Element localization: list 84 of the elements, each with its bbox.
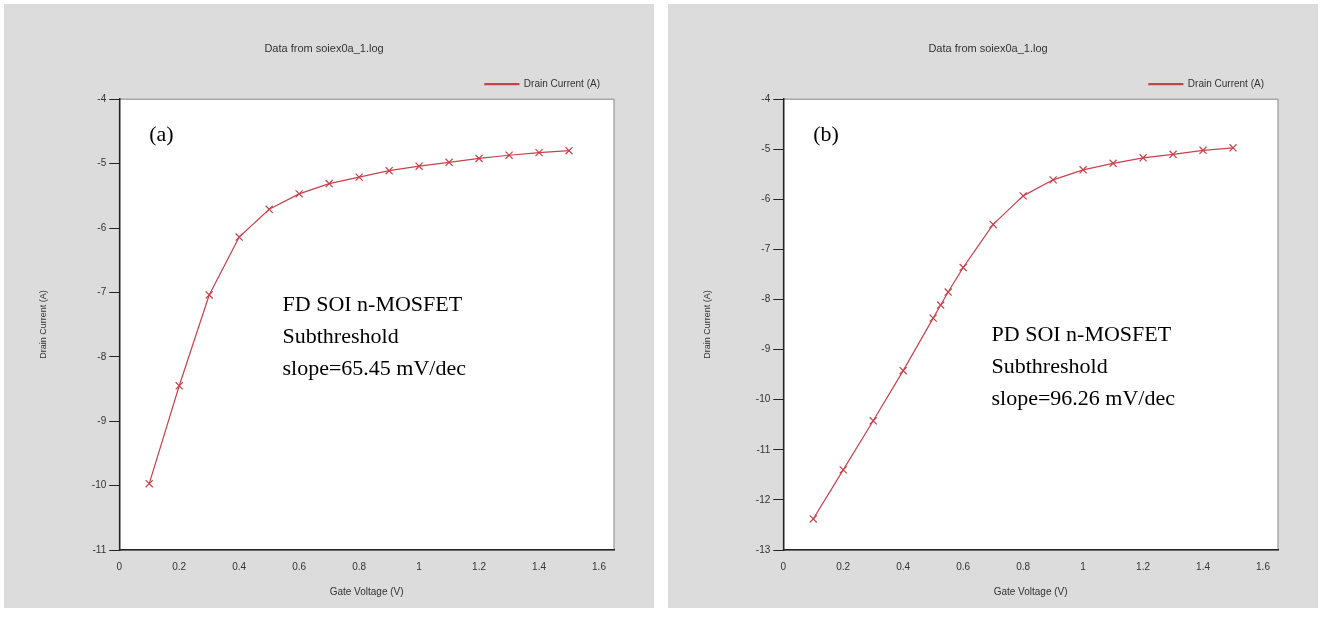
point — [355, 172, 364, 182]
y-tick-label: -12 — [755, 493, 771, 505]
point — [899, 366, 908, 375]
point — [959, 263, 968, 272]
y-tick-label: -11 — [756, 443, 771, 455]
x-tick-label: 1.4 — [1196, 560, 1211, 572]
y-tick-label: -8 — [761, 293, 771, 305]
x-tick-label: 0.2 — [836, 560, 851, 572]
x-tick-label: 0.4 — [232, 560, 247, 572]
point — [1048, 175, 1058, 184]
point — [839, 465, 848, 474]
x-tick-label: 0 — [116, 560, 123, 572]
x-tick-label: 0.2 — [172, 560, 187, 572]
y-tick-label: -5 — [97, 157, 107, 169]
annotation: Subthreshold — [991, 353, 1108, 379]
annotation: PD SOI n-MOSFET — [991, 321, 1172, 347]
point — [504, 151, 514, 160]
point — [1138, 153, 1148, 162]
annotation: slope=96.26 mV/dec — [991, 385, 1176, 411]
y-tick-label: -10 — [755, 393, 771, 405]
x-tick-label: 1 — [1080, 560, 1087, 572]
x-tick-label: 1.2 — [1136, 560, 1151, 572]
x-tick-label: 1 — [416, 560, 423, 572]
point — [265, 205, 274, 214]
x-axis-title: Gate Voltage (V) — [993, 585, 1068, 597]
point — [564, 146, 574, 155]
point — [1078, 165, 1088, 174]
annotation: FD SOI n-MOSFET — [282, 291, 463, 317]
point — [869, 416, 878, 425]
chart-title: Data from soiex0a_1.log — [928, 41, 1048, 54]
y-tick-label: -5 — [761, 143, 771, 155]
point — [444, 158, 454, 167]
point — [534, 148, 544, 157]
point — [1228, 143, 1238, 152]
point — [474, 154, 484, 163]
x-tick-label: 1.6 — [1256, 560, 1271, 572]
chart-title: Data from soiex0a_1.log — [264, 41, 384, 54]
point — [1168, 150, 1178, 159]
x-tick-label: 0.6 — [956, 560, 971, 572]
y-tick-label: -11 — [92, 543, 107, 555]
x-tick-label: 0.8 — [1016, 560, 1031, 572]
legend-label: Drain Current (A) — [1187, 77, 1265, 89]
point — [1108, 159, 1118, 168]
point — [235, 232, 244, 242]
x-axis-title: Gate Voltage (V) — [329, 585, 404, 597]
y-axis-title: Drain Current (A) — [37, 290, 48, 359]
y-tick-label: -9 — [97, 414, 107, 426]
annotation: (b) — [813, 121, 839, 147]
x-tick-label: 1.4 — [532, 560, 547, 572]
y-tick-label: -4 — [97, 92, 107, 104]
annotation: Subthreshold — [282, 323, 399, 349]
y-tick-label: -9 — [761, 343, 771, 355]
y-tick-label: -10 — [91, 479, 107, 491]
point — [384, 166, 394, 175]
point — [944, 287, 953, 297]
x-tick-label: 0.4 — [896, 560, 911, 572]
point — [295, 189, 304, 198]
y-tick-label: -7 — [97, 286, 107, 298]
x-tick-label: 0 — [780, 560, 787, 572]
annotation: slope=65.45 mV/dec — [282, 355, 467, 381]
x-tick-label: 0.6 — [292, 560, 307, 572]
y-tick-label: -13 — [755, 543, 771, 555]
point — [1198, 146, 1208, 155]
point — [929, 313, 938, 323]
y-tick-label: -6 — [97, 221, 107, 233]
x-tick-label: 1.2 — [472, 560, 487, 572]
annotation: (a) — [149, 121, 174, 147]
point — [175, 381, 184, 390]
legend-label: Drain Current (A) — [523, 77, 601, 89]
y-tick-label: -7 — [761, 243, 771, 255]
point — [414, 162, 424, 171]
point — [325, 179, 334, 188]
y-tick-label: -6 — [761, 193, 771, 205]
point — [989, 220, 998, 229]
y-axis-title: Drain Current (A) — [701, 290, 712, 359]
point — [205, 290, 214, 300]
point — [145, 479, 154, 488]
y-tick-label: -4 — [761, 92, 771, 104]
point — [809, 514, 818, 524]
point — [1019, 191, 1028, 201]
x-tick-label: 0.8 — [352, 560, 367, 572]
y-tick-label: -8 — [97, 350, 107, 362]
x-tick-label: 1.6 — [592, 560, 607, 572]
point — [936, 300, 945, 310]
